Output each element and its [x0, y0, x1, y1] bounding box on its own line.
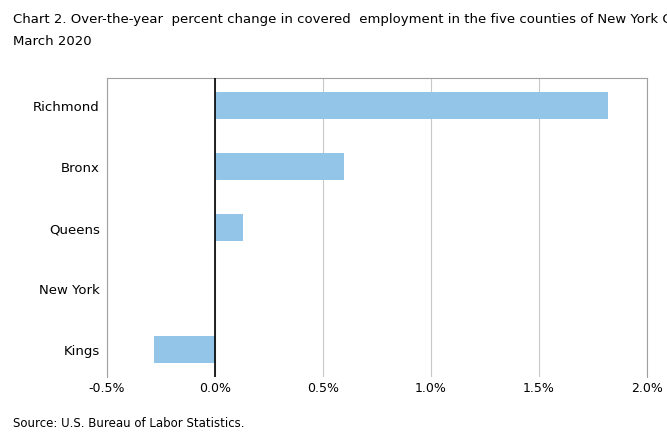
Bar	[154, 336, 215, 363]
Bar	[215, 153, 344, 180]
Bar	[215, 214, 243, 241]
Text: Source: U.S. Bureau of Labor Statistics.: Source: U.S. Bureau of Labor Statistics.	[13, 416, 245, 429]
Text: March 2020: March 2020	[13, 35, 92, 48]
Text: Chart 2. Over-the-year  percent change in covered  employment in the five counti: Chart 2. Over-the-year percent change in…	[13, 13, 667, 26]
Bar	[215, 92, 608, 120]
